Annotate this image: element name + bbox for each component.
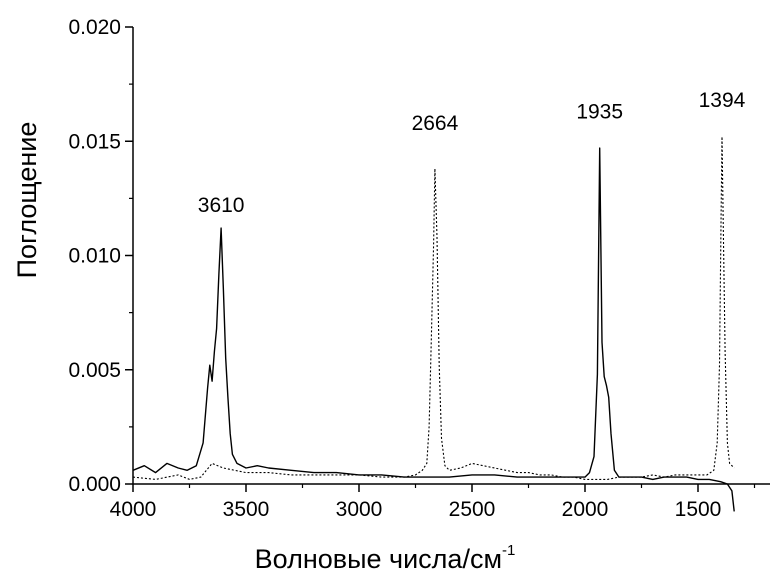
x-axis-title: Волновые числа/см-1 xyxy=(255,542,516,574)
y-tick-label: 0.010 xyxy=(68,245,121,268)
x-tick-label: 3000 xyxy=(336,498,383,521)
x-tick-label: 2000 xyxy=(562,498,609,521)
y-tick-label: 0.000 xyxy=(68,473,121,496)
y-tick-label: 0.015 xyxy=(68,130,121,153)
y-tick-label: 0.020 xyxy=(68,16,121,39)
x-tick-label: 3500 xyxy=(223,498,270,521)
peak-label-3610: 3610 xyxy=(198,194,245,217)
y-tick-label: 0.005 xyxy=(68,359,121,382)
y-axis-title: Поглощение xyxy=(12,122,42,279)
series-layer xyxy=(132,136,735,512)
series-solid-line xyxy=(132,147,735,512)
x-tick-label: 1500 xyxy=(675,498,722,521)
peak-label-2664: 2664 xyxy=(412,112,459,135)
ticks-layer: 0.000 0.005 0.010 0.015 0.020 4000 3500 3000 250… xyxy=(68,16,756,521)
series-dotted-line xyxy=(132,136,735,480)
x-tick-label: 2500 xyxy=(449,498,496,521)
peak-label-1394: 1394 xyxy=(699,89,746,112)
annotation-layer: 3610 2664 1935 1394 xyxy=(198,89,746,217)
x-tick-label: 4000 xyxy=(110,498,157,521)
x-axis-title-superscript: -1 xyxy=(502,542,515,559)
peak-label-1935: 1935 xyxy=(576,100,623,123)
